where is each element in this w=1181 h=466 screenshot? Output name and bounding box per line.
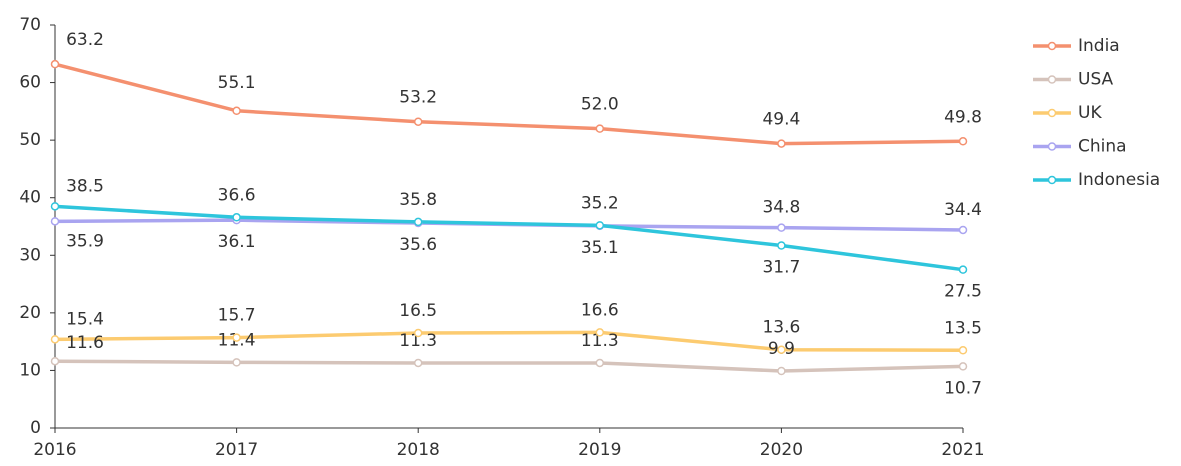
point bbox=[958, 265, 968, 274]
legend-marker bbox=[1047, 75, 1057, 84]
legend-marker bbox=[1047, 175, 1057, 185]
x-tick-label: 2019 bbox=[578, 440, 621, 460]
point bbox=[232, 106, 241, 116]
point bbox=[232, 213, 241, 222]
data-label: 52.0 bbox=[581, 95, 619, 115]
point bbox=[595, 358, 605, 368]
point bbox=[595, 328, 605, 337]
y-tick-label: 40 bbox=[19, 188, 41, 208]
data-label: 13.5 bbox=[944, 318, 982, 338]
point bbox=[958, 225, 968, 235]
series-line bbox=[54, 62, 964, 146]
data-label: 63.2 bbox=[66, 30, 104, 50]
legend-label: Indonesia bbox=[1078, 170, 1160, 190]
legend-label: USA bbox=[1078, 70, 1114, 90]
series-line bbox=[54, 330, 964, 353]
x-tick-label: 2017 bbox=[215, 440, 258, 460]
point bbox=[50, 356, 60, 366]
data-label: 35.8 bbox=[399, 190, 437, 210]
point bbox=[595, 124, 605, 133]
data-label: 11.6 bbox=[66, 333, 104, 353]
data-label: 16.5 bbox=[399, 301, 437, 321]
data-label: 15.7 bbox=[218, 306, 256, 326]
legend-label: India bbox=[1078, 36, 1120, 56]
x-tick-label: 2020 bbox=[760, 440, 803, 460]
point bbox=[232, 333, 241, 342]
point bbox=[777, 139, 786, 148]
data-label: 16.6 bbox=[581, 300, 619, 320]
y-tick-label: 0 bbox=[30, 418, 41, 438]
y-tick-label: 60 bbox=[19, 73, 41, 93]
data-label: 53.2 bbox=[399, 88, 437, 108]
data-label: 13.6 bbox=[762, 318, 800, 338]
legend-label: UK bbox=[1078, 103, 1102, 123]
data-label: 35.9 bbox=[66, 231, 104, 251]
point bbox=[413, 217, 423, 227]
data-label: 15.4 bbox=[66, 309, 104, 329]
point bbox=[777, 241, 786, 250]
series-line bbox=[54, 359, 964, 373]
legend-marker bbox=[1047, 41, 1057, 51]
data-label: 35.6 bbox=[399, 235, 437, 255]
data-label: 34.8 bbox=[762, 198, 800, 218]
point bbox=[50, 335, 60, 344]
data-label: 36.6 bbox=[218, 185, 256, 205]
y-tick-label: 50 bbox=[19, 130, 41, 150]
point bbox=[777, 223, 786, 232]
x-tick-label: 2016 bbox=[33, 440, 76, 460]
legend-marker bbox=[1047, 142, 1057, 151]
x-tick-label: 2018 bbox=[397, 440, 440, 460]
data-label: 55.1 bbox=[218, 73, 256, 93]
data-label: 11.3 bbox=[399, 331, 437, 351]
point bbox=[413, 358, 423, 368]
data-label: 49.8 bbox=[944, 107, 982, 127]
y-tick-label: 30 bbox=[19, 245, 41, 265]
data-label: 11.3 bbox=[581, 331, 619, 351]
data-label: 36.1 bbox=[218, 232, 256, 252]
legend-label: China bbox=[1078, 137, 1127, 157]
point bbox=[232, 358, 241, 367]
data-label: 38.5 bbox=[66, 176, 104, 196]
point bbox=[958, 137, 968, 146]
x-tick-label: 2021 bbox=[941, 440, 984, 460]
data-label: 35.2 bbox=[581, 193, 619, 213]
y-tick-label: 70 bbox=[19, 15, 41, 35]
point bbox=[958, 346, 968, 355]
legend-marker bbox=[1047, 108, 1057, 118]
data-label: 49.4 bbox=[762, 110, 800, 130]
data-label: 31.7 bbox=[762, 257, 800, 277]
point bbox=[595, 221, 605, 230]
data-label: 34.4 bbox=[944, 200, 982, 220]
series-line bbox=[54, 204, 964, 272]
data-label: 10.7 bbox=[944, 378, 982, 398]
point bbox=[413, 328, 423, 338]
data-label: 35.1 bbox=[581, 238, 619, 258]
y-tick-label: 10 bbox=[19, 360, 41, 380]
point bbox=[958, 362, 968, 371]
point bbox=[50, 217, 60, 226]
point bbox=[50, 59, 60, 69]
point bbox=[777, 366, 786, 376]
y-tick-label: 20 bbox=[19, 303, 41, 323]
point bbox=[413, 117, 423, 126]
point bbox=[777, 345, 786, 354]
point bbox=[50, 202, 60, 211]
data-label: 27.5 bbox=[944, 282, 982, 302]
